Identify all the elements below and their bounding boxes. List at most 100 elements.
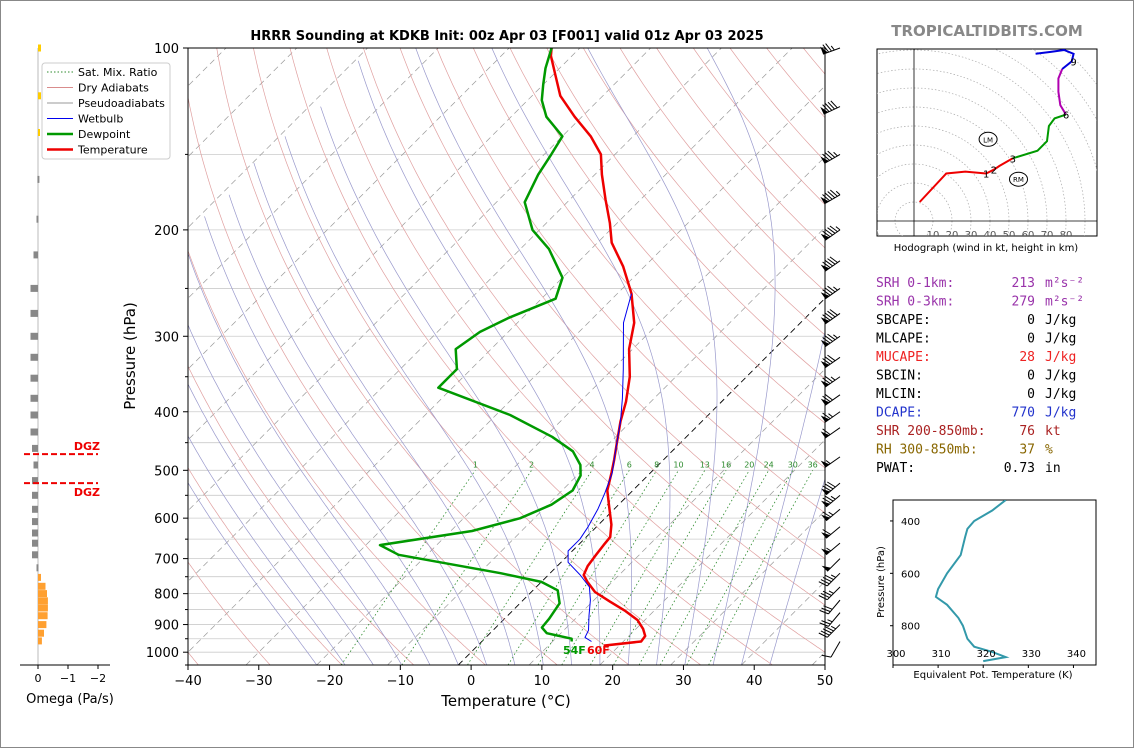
barb-shaft xyxy=(825,394,841,406)
surface-dewpoint-label: 54F xyxy=(563,644,586,657)
barb-shaft xyxy=(825,260,841,272)
omega-bar xyxy=(38,573,41,581)
mixing-ratio-line xyxy=(638,470,750,665)
stat-unit: in xyxy=(1045,461,1061,476)
barb-full xyxy=(821,607,831,613)
barb-full xyxy=(824,626,834,632)
mixing-ratio-label: 16 xyxy=(721,460,731,469)
wind-barb xyxy=(818,624,841,638)
barb-full xyxy=(827,101,835,110)
barb-shaft xyxy=(826,558,841,572)
x-tick-label: −40 xyxy=(174,674,201,689)
barb-flag xyxy=(820,156,829,164)
barb-shaft xyxy=(825,508,841,522)
omega-bar xyxy=(38,129,40,136)
theta-e-y-tick-label: 600 xyxy=(901,569,920,580)
wind-barb xyxy=(820,225,841,241)
dry-adiabat-line xyxy=(326,48,825,653)
barb-full xyxy=(827,310,836,318)
omega-bar xyxy=(30,428,38,436)
barb-flag xyxy=(820,196,829,204)
hodograph-ring-label: 30 xyxy=(965,230,978,241)
barb-half xyxy=(830,625,837,630)
barb-full xyxy=(822,628,832,634)
theta-e-x-tick-label: 310 xyxy=(932,649,951,660)
hodograph-trace xyxy=(985,157,1014,175)
barb-shaft xyxy=(825,494,841,508)
omega-bar xyxy=(32,477,38,485)
barb-flag xyxy=(820,460,830,468)
wind-barb xyxy=(818,586,841,601)
stat-value: 76 xyxy=(1019,424,1035,439)
hodograph-ring-label: 60 xyxy=(1022,230,1035,241)
mixing-ratio-line xyxy=(401,470,532,665)
mixing-ratio-label: 6 xyxy=(627,460,632,469)
barb-full xyxy=(824,192,833,200)
omega-bar xyxy=(38,604,48,612)
barb-full xyxy=(824,495,834,502)
wind-barb xyxy=(820,43,841,55)
mixing-ratio-label: 24 xyxy=(764,460,774,469)
dry-adiabat-line xyxy=(582,48,825,336)
legend-label: Temperature xyxy=(77,144,148,157)
wind-barb xyxy=(820,354,841,369)
dgz-label: DGZ xyxy=(74,440,100,453)
legend-label: Wetbulb xyxy=(78,113,123,126)
barb-full xyxy=(824,312,833,320)
barb-shaft xyxy=(822,47,841,55)
watermark: TROPICALTIDBITS.COM xyxy=(891,22,1083,40)
barb-full xyxy=(822,337,831,344)
omega-xlabel: Omega (Pa/s) xyxy=(26,692,114,707)
stat-label: RH 300-850mb: xyxy=(876,443,978,458)
theta-e-xlabel: Equivalent Pot. Temperature (K) xyxy=(913,670,1072,681)
stat-unit: J/kg xyxy=(1045,332,1076,347)
x-tick-label: 50 xyxy=(817,674,834,689)
stat-label: SHR 200-850mb: xyxy=(876,424,986,439)
barb-full xyxy=(827,227,836,234)
hodograph-panel: 10 20 30 40 50 60 70 80 1 2 3 6 9 LM RM xyxy=(876,48,1098,241)
barb-half xyxy=(833,286,838,291)
barb-shaft xyxy=(823,106,841,115)
y-tick-label: 100 xyxy=(154,42,179,57)
omega-bar xyxy=(33,461,38,469)
isotherm-line xyxy=(188,48,722,582)
hodograph-ring-label: 70 xyxy=(1041,230,1054,241)
mixing-ratio-label: 10 xyxy=(673,460,683,469)
barb-full xyxy=(824,335,833,342)
barb-shaft xyxy=(825,356,841,369)
dry-adiabat-line xyxy=(546,48,825,380)
wind-barb xyxy=(821,508,841,522)
isotherm-line xyxy=(457,297,825,665)
barb-shaft xyxy=(825,313,841,325)
barb-full xyxy=(822,289,831,296)
omega-bar xyxy=(32,505,38,513)
omega-bar xyxy=(32,551,38,559)
legend-box xyxy=(41,62,171,160)
pseudoadiabat-line xyxy=(357,60,601,665)
barb-full xyxy=(819,622,829,627)
barb-half xyxy=(828,590,834,594)
omega-bar xyxy=(38,629,44,637)
mixing-ratio-line xyxy=(590,470,706,665)
wind-barbs xyxy=(818,43,841,658)
hodograph-xlabel: Hodograph (wind in kt, height in km) xyxy=(894,243,1079,254)
skewt-xlabel: Temperature (°C) xyxy=(440,692,570,710)
barb-full xyxy=(821,620,831,625)
barb-half xyxy=(833,151,838,157)
wind-barb xyxy=(818,572,841,587)
pseudoadiabat-line xyxy=(587,48,718,665)
barb-flag xyxy=(820,106,829,115)
dry-adiabat-line xyxy=(188,365,414,665)
barb-full xyxy=(829,189,838,197)
wind-barb xyxy=(820,427,841,439)
omega-bar xyxy=(30,411,38,419)
barb-full xyxy=(822,194,830,202)
hodograph-ring-label: 50 xyxy=(1003,230,1016,241)
omega-bar xyxy=(32,539,38,547)
omega-bar xyxy=(32,529,38,537)
barb-flag xyxy=(821,532,830,539)
barb-full xyxy=(827,285,836,293)
pseudoadiabat-line xyxy=(253,162,516,665)
barb-full xyxy=(823,605,833,610)
legend-label: Dewpoint xyxy=(78,128,131,141)
